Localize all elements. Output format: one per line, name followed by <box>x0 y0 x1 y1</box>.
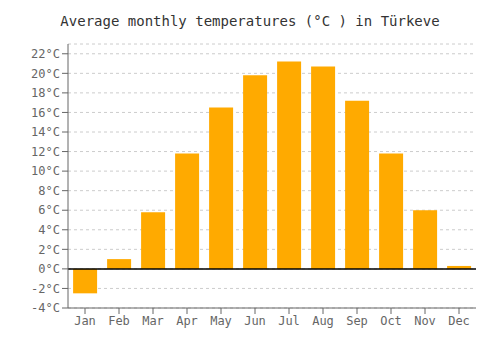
svg-text:Jun: Jun <box>244 314 266 328</box>
svg-text:16°C: 16°C <box>31 106 60 120</box>
svg-text:12°C: 12°C <box>31 145 60 159</box>
svg-text:20°C: 20°C <box>31 67 60 81</box>
svg-text:-2°C: -2°C <box>31 282 60 296</box>
svg-text:-4°C: -4°C <box>31 301 60 315</box>
svg-text:4°C: 4°C <box>38 223 60 237</box>
html-text:Average monthly temperatures (: Average monthly temperatures (°C ) in Tü… <box>60 13 440 29</box>
svg-text:Nov: Nov <box>414 314 436 328</box>
svg-text:Mar: Mar <box>142 314 164 328</box>
svg-text:18°C: 18°C <box>31 86 60 100</box>
svg-text:8°C: 8°C <box>38 184 60 198</box>
svg-text:May: May <box>210 314 232 328</box>
svg-text:6°C: 6°C <box>38 203 60 217</box>
svg-text:Sep: Sep <box>346 314 368 328</box>
svg-text:Dec: Dec <box>448 314 470 328</box>
svg-text:Oct: Oct <box>380 314 402 328</box>
svg-text:14°C: 14°C <box>31 125 60 139</box>
svg-text:Apr: Apr <box>176 314 198 328</box>
svg-text:Jul: Jul <box>278 314 300 328</box>
svg-text:Feb: Feb <box>108 314 130 328</box>
svg-text:10°C: 10°C <box>31 164 60 178</box>
svg-text:Aug: Aug <box>312 314 334 328</box>
svg-text:0°C: 0°C <box>38 262 60 276</box>
svg-text:Jan: Jan <box>74 314 96 328</box>
svg-text:2°C: 2°C <box>38 243 60 257</box>
svg-text:22°C: 22°C <box>31 47 60 61</box>
